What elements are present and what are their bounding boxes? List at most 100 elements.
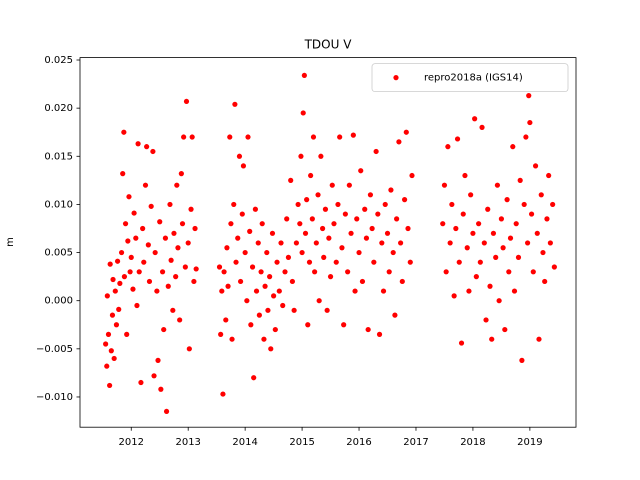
point	[247, 228, 253, 234]
point	[118, 249, 125, 256]
point	[468, 192, 474, 198]
point	[285, 254, 292, 260]
x-tick-label: 2016	[346, 437, 371, 448]
point	[409, 172, 415, 179]
point	[186, 346, 192, 352]
point	[189, 134, 195, 140]
point	[441, 182, 448, 188]
point	[193, 266, 199, 272]
point	[462, 172, 468, 179]
point	[288, 177, 294, 183]
point	[185, 240, 191, 246]
point	[223, 317, 229, 323]
point	[493, 254, 499, 260]
x-tick-label: 2015	[289, 437, 314, 448]
point	[269, 230, 276, 236]
point	[310, 134, 317, 140]
point	[282, 269, 288, 275]
point	[401, 197, 408, 203]
point	[308, 172, 314, 179]
point	[128, 254, 134, 260]
point	[341, 322, 347, 328]
point	[472, 116, 478, 122]
point	[117, 280, 123, 286]
point	[125, 238, 131, 244]
point	[108, 348, 114, 354]
point	[407, 259, 413, 265]
point	[103, 341, 109, 347]
point	[318, 153, 324, 159]
point	[179, 221, 186, 227]
point	[530, 269, 536, 275]
point	[157, 219, 163, 225]
point	[460, 211, 466, 217]
legend-label: repro2018a (IGS14)	[424, 73, 523, 84]
point	[114, 258, 121, 264]
point	[322, 206, 329, 212]
point	[350, 132, 356, 138]
x-tick-label: 2019	[517, 437, 542, 448]
point	[498, 216, 505, 222]
point	[262, 283, 268, 289]
point	[295, 201, 301, 208]
chart-title: TDOU V	[304, 38, 353, 52]
point	[140, 225, 146, 232]
point	[177, 317, 183, 323]
point	[388, 187, 394, 193]
point	[453, 225, 459, 232]
point	[510, 144, 516, 150]
point	[274, 259, 280, 265]
point	[267, 274, 273, 280]
point	[233, 259, 239, 265]
y-tick-label: 0.020	[44, 103, 73, 114]
point	[165, 283, 171, 289]
point	[528, 211, 535, 217]
point	[511, 288, 518, 294]
point	[515, 254, 522, 260]
point	[443, 269, 449, 275]
point	[150, 148, 156, 155]
point	[191, 278, 197, 285]
point	[242, 249, 248, 256]
point	[134, 302, 140, 309]
point	[161, 326, 167, 333]
point	[142, 182, 149, 188]
point	[521, 201, 527, 208]
point	[145, 242, 151, 248]
point	[299, 249, 305, 256]
point	[326, 235, 332, 241]
point	[131, 210, 137, 216]
point	[517, 177, 523, 183]
point	[105, 331, 112, 337]
point	[181, 134, 187, 140]
point	[138, 379, 144, 386]
point	[490, 230, 497, 236]
point	[256, 312, 262, 318]
point	[301, 72, 307, 79]
point	[152, 249, 158, 256]
point	[144, 144, 150, 150]
point	[255, 240, 261, 246]
x-tick-label: 2014	[232, 437, 257, 448]
point	[403, 129, 409, 135]
point	[319, 225, 326, 232]
point	[146, 278, 153, 285]
point	[188, 206, 194, 212]
point	[231, 201, 237, 208]
point	[173, 274, 179, 280]
point	[154, 288, 160, 294]
point	[113, 322, 120, 328]
point	[527, 119, 533, 126]
point	[470, 230, 476, 236]
point	[513, 221, 519, 227]
y-tick-label: 0.000	[44, 296, 73, 307]
point	[265, 307, 271, 313]
point	[333, 259, 339, 265]
point	[356, 249, 362, 256]
point	[159, 269, 166, 275]
point	[116, 306, 122, 312]
point	[110, 276, 116, 283]
point	[348, 230, 354, 236]
point	[232, 101, 238, 107]
point	[112, 288, 118, 294]
